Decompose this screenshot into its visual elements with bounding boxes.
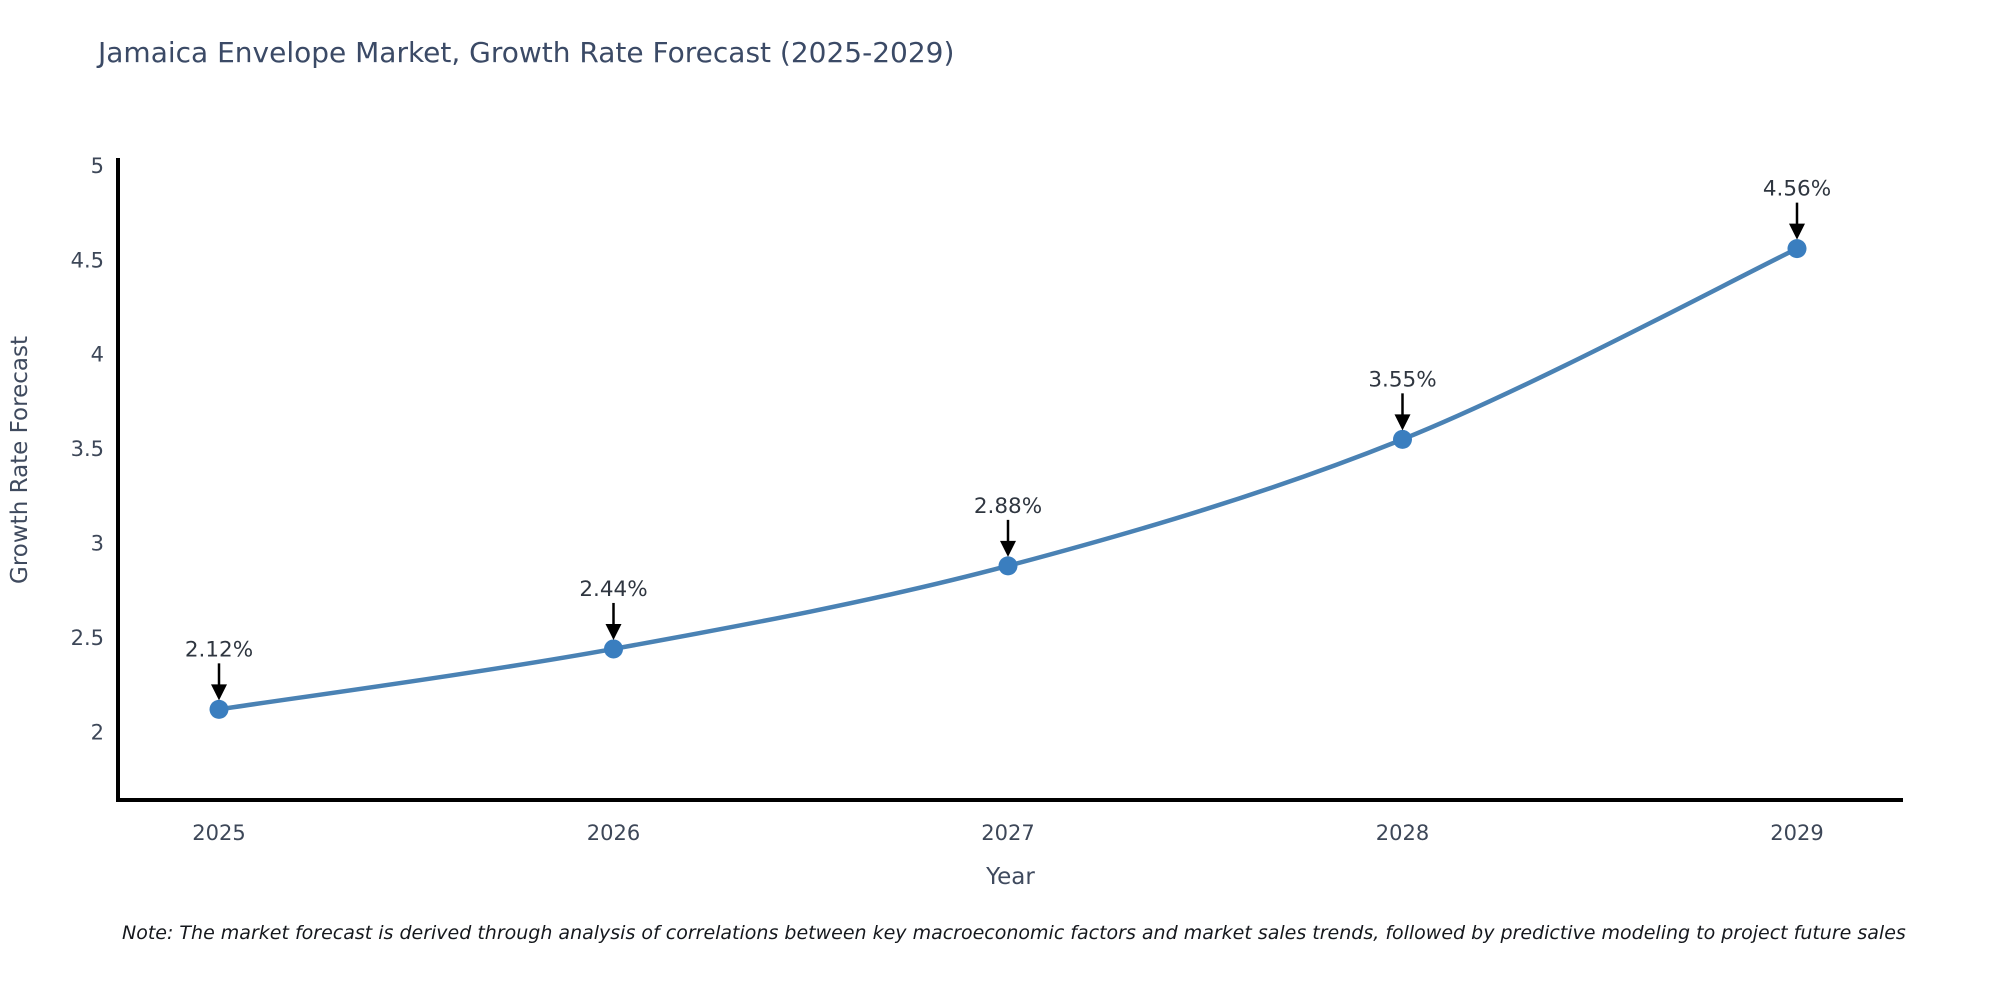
annotation-arrowhead-icon (1000, 540, 1016, 557)
y-axis-tick-label: 3 (91, 532, 104, 556)
y-axis-title: Growth Rate Forecast (7, 336, 33, 584)
x-axis-tick-label: 2027 (981, 821, 1034, 845)
y-axis-tick-label: 5 (91, 154, 104, 178)
data-point-marker (209, 699, 229, 719)
data-point-value-label: 3.55% (1368, 367, 1436, 392)
annotation-arrowhead-icon (605, 623, 622, 640)
y-axis-tick-label: 3.5 (71, 437, 104, 461)
x-axis-title: Year (985, 864, 1035, 890)
y-axis-tick-label: 4 (91, 343, 104, 367)
chart-title: Jamaica Envelope Market, Growth Rate For… (98, 36, 955, 69)
x-axis-tick-label: 2025 (192, 821, 245, 845)
forecast-line-series (218, 246, 1798, 712)
data-point-value-label: 2.88% (974, 494, 1042, 519)
data-point-marker (604, 639, 623, 659)
annotation-arrowhead-icon (1394, 414, 1411, 431)
x-axis-tick-label: 2028 (1376, 821, 1429, 845)
x-axis-tick-label: 2026 (587, 821, 640, 845)
data-point-value-label: 2.12% (185, 637, 253, 662)
annotation-arrowhead-icon (1789, 223, 1805, 240)
y-axis-tick-label: 2.5 (71, 626, 104, 650)
y-axis-tick-label: 2 (91, 720, 104, 744)
x-axis-tick-label: 2029 (1770, 821, 1823, 845)
data-point-value-label: 4.56% (1763, 177, 1831, 202)
chart-footnote: Note: The market forecast is derived thr… (122, 922, 1906, 944)
axis-spine (116, 158, 1903, 802)
y-axis-tick-label: 4.5 (71, 248, 104, 272)
data-point-marker (1787, 239, 1807, 259)
data-point-value-label: 2.44% (579, 577, 647, 602)
annotation-arrowhead-icon (211, 684, 227, 701)
data-point-marker (998, 556, 1018, 576)
data-point-marker (1393, 429, 1412, 449)
